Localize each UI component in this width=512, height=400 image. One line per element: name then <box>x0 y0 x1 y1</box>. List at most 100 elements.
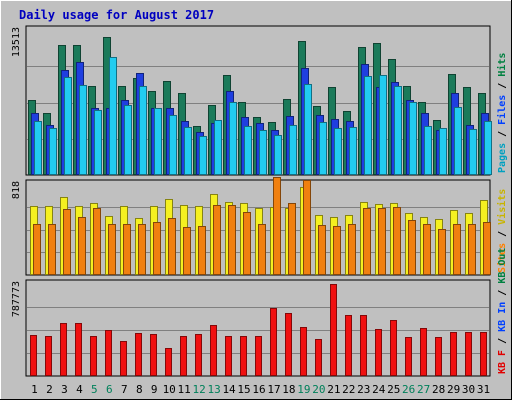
bar-pages-day-14 <box>229 102 237 175</box>
bar-kb-f-day-4 <box>75 323 82 376</box>
bar-kb-f-day-6 <box>105 330 112 376</box>
bar-sites-day-8 <box>138 224 146 275</box>
x-tick-label-day-21: 21 <box>327 383 340 396</box>
bar-kb-f-day-31 <box>480 332 487 376</box>
bar-pages-day-3 <box>64 77 72 175</box>
bar-sites-day-22 <box>348 224 356 275</box>
bar-kb-f-day-1 <box>30 335 37 376</box>
bar-sites-day-9 <box>153 222 161 275</box>
bar-kb-f-day-12 <box>195 334 202 376</box>
x-tick-label-day-5: 5 <box>91 383 98 396</box>
bar-sites-day-23 <box>363 208 371 275</box>
bar-sites-day-28 <box>438 229 446 275</box>
y-max-label-hits: 13513 <box>11 27 22 57</box>
bar-pages-day-4 <box>79 85 87 175</box>
x-tick-label-day-28: 28 <box>432 383 445 396</box>
bar-pages-day-5 <box>94 110 102 175</box>
bar-pages-day-21 <box>334 128 342 175</box>
bar-sites-day-2 <box>48 224 56 275</box>
bar-sites-day-17 <box>273 177 281 275</box>
x-tick-label-day-16: 16 <box>252 383 265 396</box>
bar-kb-f-day-14 <box>225 336 232 376</box>
x-tick-label-day-29: 29 <box>447 383 460 396</box>
bar-pages-day-13 <box>214 120 222 175</box>
panel-kbytes: 787773 KB F / KB In / KB Out <box>11 248 508 377</box>
x-tick-label-day-19: 19 <box>297 383 310 396</box>
x-tick-label-day-13: 13 <box>207 383 220 396</box>
bar-sites-day-31 <box>483 222 491 275</box>
bar-sites-day-5 <box>93 208 101 275</box>
x-tick-label-day-23: 23 <box>357 383 370 396</box>
x-tick-label-day-1: 1 <box>31 383 38 396</box>
bar-sites-day-19 <box>303 180 311 275</box>
bar-sites-day-29 <box>453 224 461 275</box>
bar-kb-f-day-22 <box>345 315 352 376</box>
bar-pages-day-7 <box>124 105 132 175</box>
x-tick-label-day-6: 6 <box>106 383 113 396</box>
legend-item: Sites <box>496 243 508 273</box>
bar-sites-day-15 <box>243 212 251 275</box>
bar-pages-day-23 <box>364 76 372 175</box>
x-tick-label-day-4: 4 <box>76 383 83 396</box>
panel-visits: 818 Sites / Visits <box>11 177 508 276</box>
bar-pages-day-1 <box>34 121 42 175</box>
bar-pages-day-27 <box>424 126 432 175</box>
bar-kb-f-day-28 <box>435 337 442 376</box>
x-tick-label-day-20: 20 <box>312 383 325 396</box>
x-tick-label-day-12: 12 <box>193 383 206 396</box>
bar-pages-day-18 <box>289 125 297 175</box>
x-tick-label-day-7: 7 <box>121 383 128 396</box>
x-tick-label-day-25: 25 <box>387 383 400 396</box>
bar-kb-f-day-19 <box>300 327 307 376</box>
x-tick-label-day-2: 2 <box>46 383 53 396</box>
bar-kb-f-day-10 <box>165 348 172 376</box>
legend-item: Visits <box>496 189 508 225</box>
series-sites <box>33 177 491 275</box>
bar-pages-day-12 <box>199 136 207 175</box>
legend-kbytes: KB F / KB In / KB Out <box>497 248 508 374</box>
chart-title: Daily usage for August 2017 <box>19 8 214 22</box>
legend-item: KB F <box>497 350 508 374</box>
bar-sites-day-7 <box>123 224 131 275</box>
x-tick-label-day-17: 17 <box>267 383 280 396</box>
legend-item: Files <box>496 95 508 125</box>
bar-sites-day-25 <box>393 207 401 275</box>
bar-kb-f-day-27 <box>420 328 427 376</box>
x-tick-label-day-9: 9 <box>151 383 158 396</box>
bar-pages-day-28 <box>439 128 447 175</box>
x-tick-label-day-15: 15 <box>237 383 250 396</box>
bar-pages-day-8 <box>139 86 147 175</box>
bar-kb-f-day-8 <box>135 333 142 376</box>
bar-pages-day-11 <box>184 127 192 175</box>
bar-pages-day-6 <box>109 57 117 175</box>
x-tick-label-day-27: 27 <box>417 383 430 396</box>
bar-sites-day-12 <box>198 226 206 275</box>
x-tick-label-day-3: 3 <box>61 383 68 396</box>
bar-pages-day-29 <box>454 107 462 175</box>
x-axis-day-labels: 1 2 3 4 5 6 7 8 9 10 11 12 13 14 15 16 17 18 19 20 21 22 23 24 2… <box>31 383 490 396</box>
y-max-label-visits: 818 <box>11 181 22 199</box>
bar-kb-f-day-18 <box>285 313 292 376</box>
chart-panels: 13513 Pages / Files / Hits 818 Sites / Visi… <box>11 25 508 377</box>
bar-sites-day-14 <box>228 205 236 275</box>
x-tick-label-day-8: 8 <box>136 383 143 396</box>
bar-sites-day-1 <box>33 224 41 275</box>
bar-pages-day-24 <box>379 75 387 175</box>
bar-sites-day-26 <box>408 220 416 275</box>
x-tick-label-day-11: 11 <box>178 383 191 396</box>
bar-kb-f-day-25 <box>390 320 397 376</box>
x-tick-label-day-24: 24 <box>372 383 386 396</box>
bar-sites-day-11 <box>183 227 191 275</box>
bar-sites-day-27 <box>423 224 431 275</box>
x-tick-label-day-10: 10 <box>163 383 176 396</box>
x-tick-label-day-30: 30 <box>462 383 475 396</box>
legend-item: KB In <box>497 302 508 332</box>
bar-pages-day-16 <box>259 130 267 175</box>
legend-item: / <box>497 284 508 302</box>
bar-kb-f-day-29 <box>450 332 457 376</box>
bar-sites-day-6 <box>108 224 116 275</box>
bar-sites-day-4 <box>78 217 86 275</box>
x-tick-label-day-22: 22 <box>342 383 355 396</box>
bar-kb-f-day-13 <box>210 325 217 376</box>
bar-kb-f-day-7 <box>120 341 127 376</box>
